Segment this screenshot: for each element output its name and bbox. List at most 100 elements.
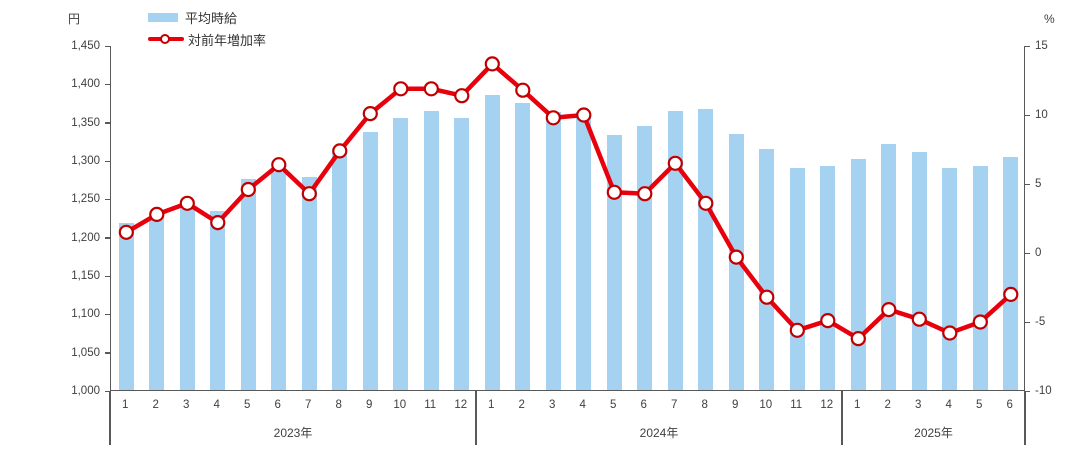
month-label: 4: [579, 399, 586, 411]
year-separator: [841, 391, 843, 445]
line-point: [820, 313, 836, 329]
right-axis-tick-label: 5: [1035, 178, 1042, 190]
line-point: [393, 81, 409, 97]
left-axis-tick-label: 1,450: [71, 40, 100, 52]
line-point: [1003, 286, 1019, 302]
line-point: [911, 311, 927, 327]
legend-line-label: 対前年増加率: [188, 32, 267, 48]
line-point: [637, 186, 653, 202]
line-point: [606, 184, 622, 200]
left-axis-tick: [105, 390, 110, 392]
left-axis-tick: [105, 275, 110, 277]
bar: [332, 148, 348, 390]
bar: [484, 94, 500, 390]
month-label: 1: [854, 399, 861, 411]
line-point: [576, 107, 592, 123]
month-label: 2: [884, 399, 891, 411]
month-label: 1: [122, 399, 129, 411]
line-point: [942, 325, 958, 341]
month-label: 10: [393, 399, 407, 411]
line-point: [759, 289, 775, 305]
axis-right-extension: [1024, 391, 1026, 445]
right-axis-tick-label: -10: [1035, 385, 1052, 397]
left-axis-tick: [105, 160, 110, 162]
bar: [576, 112, 592, 390]
bar: [301, 176, 317, 390]
right-axis-tick-label: -5: [1035, 316, 1046, 328]
line-point: [728, 249, 744, 265]
right-axis-tick: [1025, 390, 1030, 392]
bar: [545, 112, 561, 390]
line-point: [881, 302, 897, 318]
line-point: [789, 322, 805, 338]
line-point: [271, 157, 287, 173]
left-axis-tick-label: 1,350: [71, 116, 100, 129]
month-label: 2: [518, 399, 525, 411]
trend-line: [125, 60, 1013, 342]
left-axis-tick: [105, 45, 110, 47]
left-axis-unit: 円: [68, 12, 81, 26]
right-axis-tick-label: 0: [1035, 247, 1042, 259]
bar: [423, 110, 439, 390]
left-axis-tick-label: 1,000: [71, 385, 100, 397]
left-axis-tick-label: 1,200: [71, 231, 100, 244]
month-label: 1: [488, 399, 495, 411]
left-axis-tick-label: 1,050: [71, 346, 100, 359]
line-series: [118, 56, 1019, 347]
line-point: [545, 110, 561, 126]
bar: [881, 143, 897, 390]
year-label: 2025年: [914, 426, 953, 440]
line-point: [362, 105, 378, 122]
month-label: 8: [701, 399, 708, 411]
bar: [179, 207, 195, 390]
month-label: 11: [790, 399, 803, 411]
line-point: [240, 181, 256, 198]
year-label: 2023年: [273, 426, 313, 440]
left-axis-tick-label: 1,250: [71, 193, 100, 206]
month-label: 5: [610, 399, 617, 411]
bar: [820, 166, 836, 390]
line-point: [515, 82, 531, 98]
line-point: [301, 186, 317, 202]
month-label: 8: [335, 399, 342, 411]
legend: 平均時給 対前年増加率: [148, 6, 266, 50]
line-point: [210, 215, 226, 231]
right-axis-tick-label: 10: [1035, 109, 1048, 121]
month-label: 6: [1006, 399, 1013, 411]
left-axis-tick: [105, 198, 110, 201]
bar: [362, 132, 378, 390]
month-label: 12: [454, 399, 468, 411]
bar: [118, 222, 134, 390]
left-axis-tick-label: 1,300: [71, 155, 100, 167]
left-axis-tick: [105, 237, 110, 239]
axis-left-extension: [109, 391, 111, 445]
month-label: 6: [274, 399, 281, 411]
bar-swatch-icon: [148, 12, 178, 22]
left-axis-tick-label: 1,400: [71, 78, 100, 91]
month-label: 4: [213, 399, 220, 411]
left-axis-tick: [105, 122, 110, 124]
legend-bar-label: 平均時給: [185, 10, 238, 26]
month-label: 9: [366, 399, 373, 411]
bar: [240, 179, 256, 390]
legend-item-line: 対前年増加率: [148, 28, 266, 50]
left-axis-tick: [105, 352, 110, 354]
left-axis-tick-label: 1,100: [71, 308, 100, 321]
bar-series: [111, 46, 1024, 390]
line-marker-swatch-icon: [148, 32, 184, 46]
month-label: 3: [549, 399, 556, 411]
right-axis-tick: [1025, 321, 1030, 323]
bar: [698, 109, 714, 390]
right-axis-tick: [1025, 252, 1030, 254]
month-label: 3: [183, 399, 190, 411]
month-label: 5: [976, 399, 983, 411]
left-axis-tick: [105, 83, 110, 86]
line-point: [332, 143, 348, 159]
month-label: 7: [305, 399, 312, 411]
month-label: 10: [759, 399, 773, 411]
bar: [393, 117, 409, 390]
left-axis-tick-label: 1,150: [71, 270, 100, 282]
line-point: [118, 224, 134, 240]
month-label: 4: [945, 399, 952, 411]
